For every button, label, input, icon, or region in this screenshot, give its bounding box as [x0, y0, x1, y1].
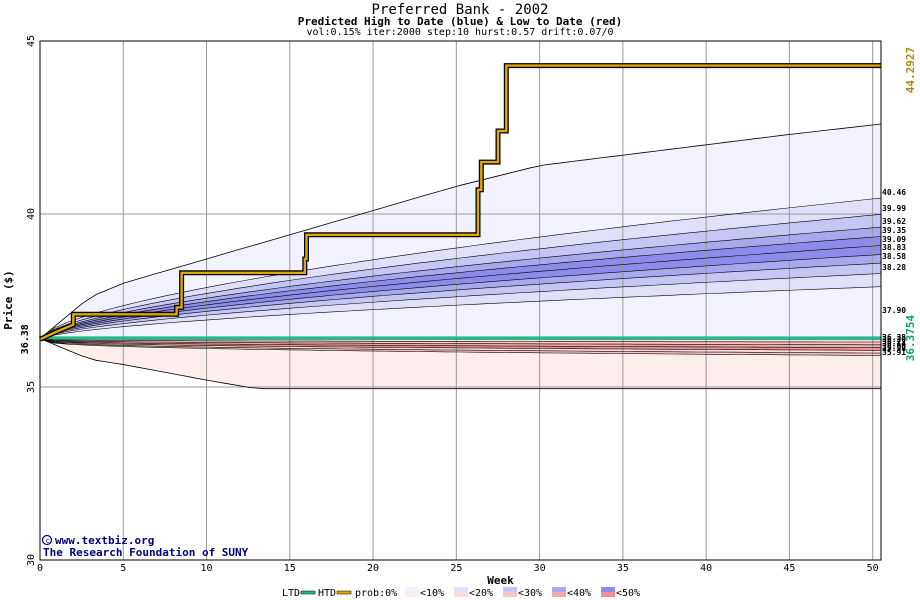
- legend-htd-label: HTD: [318, 588, 336, 599]
- legend-red-swatch: [503, 592, 517, 597]
- low-percentile-end-label: 36.38: [882, 333, 906, 342]
- blue-band-5: [40, 245, 881, 340]
- chart-subtitle: Predicted High to Date (blue) & Low to D…: [297, 15, 623, 28]
- blue-band-4: [40, 236, 881, 340]
- legend-blue-swatch: [601, 587, 615, 592]
- x-tick-label: 30: [534, 563, 546, 574]
- blue-band-3: [40, 227, 881, 340]
- y-tick-label: 45: [26, 35, 37, 47]
- high-percentile-end-label: 37.90: [882, 306, 906, 315]
- chart-params: vol:0.15% iter:2000 step:10 hurst:0.57 d…: [306, 27, 614, 38]
- red-band-3: [40, 339, 881, 348]
- red-band-4: [40, 339, 881, 351]
- legend-item-label: <10%: [420, 588, 444, 599]
- htd-line: [39, 64, 881, 341]
- legend-htd-swatch: [336, 590, 352, 595]
- legend-red-swatch: [552, 592, 566, 597]
- high-percentile-end-label: 40.46: [882, 188, 906, 197]
- low-percentile-end-label: 36.30: [882, 335, 906, 344]
- red-band-1: [40, 339, 881, 342]
- series-lines: [38, 63, 882, 390]
- legend-item-label: <50%: [616, 588, 640, 599]
- low-percentile-line-6: [39, 339, 882, 354]
- axes: 0 5 10 15 20 25 30 35 40 45 50 30 35 40 45 Week Price ($…: [2, 35, 882, 587]
- high-percentile-line-9: [39, 286, 882, 340]
- high-percentile-end-label: 39.62: [882, 217, 906, 226]
- low-percentile-line-7: [39, 339, 882, 356]
- x-tick-label: 40: [700, 563, 712, 574]
- x-tick-label: 20: [367, 563, 379, 574]
- high-percentile-end-label: 39.09: [882, 235, 906, 244]
- high-percentile-end-label: 38.28: [882, 263, 906, 272]
- y-tick-label: 30: [26, 554, 37, 566]
- legend-blue-swatch: [503, 587, 517, 592]
- plot-frame: [39, 40, 882, 561]
- x-tick-label: 0: [37, 563, 43, 574]
- watermark: c www.textbiz.org The Research Foundatio…: [41, 534, 249, 559]
- watermark-org: The Research Foundation of SUNY: [43, 546, 249, 559]
- copyright-icon: [41, 534, 53, 546]
- envelope-high-line: [39, 123, 882, 339]
- y-tick-label: 40: [26, 208, 37, 220]
- high-percentile-line-6: [39, 254, 882, 340]
- x-tick-label: 5: [120, 563, 126, 574]
- legend-item-label: <20%: [469, 588, 493, 599]
- legend-blue-swatch: [405, 587, 419, 592]
- x-tick-label: 25: [450, 563, 462, 574]
- low-percentile-end-label: 36.14: [882, 340, 906, 349]
- low-percentile-line-2: [39, 339, 881, 343]
- watermark-url: www.textbiz.org: [55, 534, 154, 547]
- x-tick-label: 35: [617, 563, 629, 574]
- legend-item-label: <30%: [518, 588, 542, 599]
- legend-red-swatch: [601, 592, 615, 597]
- red-band-2: [40, 339, 881, 345]
- red-band-5: [40, 339, 881, 354]
- low-percentile-end-label: 36.06: [882, 342, 906, 351]
- y-axis-label: Price ($): [2, 270, 15, 330]
- x-tick-label: 50: [867, 563, 879, 574]
- low-percentile-line-5: [39, 339, 881, 351]
- htd-end-label: 44.2927: [904, 47, 917, 93]
- low-percentile-end-label: 35.98: [882, 344, 906, 353]
- x-tick-label: 10: [201, 563, 213, 574]
- legend-blue-swatch: [454, 587, 468, 592]
- legend-red-swatch: [405, 592, 419, 597]
- blue-band-8: [40, 273, 881, 340]
- high-percentile-line-7: [39, 262, 882, 340]
- high-percentile-end-label: 38.83: [882, 243, 906, 252]
- blue-band-2: [40, 214, 881, 340]
- legend: LTD HTD prob:0% <10% <20% <30% <40% <50%: [282, 587, 640, 599]
- start-price-label: 36.38: [20, 324, 31, 354]
- low-percentile-line-4: [39, 339, 882, 348]
- legend-item-label: <40%: [567, 588, 591, 599]
- high-percentile-end-label: 39.99: [882, 204, 906, 213]
- x-tick-label: 45: [783, 563, 795, 574]
- blue-band-1: [40, 198, 881, 340]
- high-percentile-line-8: [39, 273, 882, 340]
- y-tick-label: 35: [26, 381, 37, 393]
- x-axis-label: Week: [487, 574, 514, 587]
- low-percentile-line-3: [39, 339, 881, 346]
- blue-band-7: [40, 263, 881, 340]
- high-percentile-end-label: 39.35: [882, 226, 906, 235]
- legend-red-swatch: [454, 592, 468, 597]
- low-percentile-end-label: 36.22: [882, 337, 906, 346]
- legend-blue-swatch: [552, 587, 566, 592]
- copyright-icon-glyph: c: [46, 537, 50, 545]
- ltd-end-label: 36.3754: [904, 314, 917, 361]
- chart-title: Preferred Bank - 2002: [371, 2, 549, 18]
- envelope-low-line: [39, 338, 881, 390]
- blue-band-6: [40, 254, 881, 340]
- high-percentile-end-label: 38.58: [882, 252, 906, 261]
- x-tick-label: 15: [284, 563, 296, 574]
- legend-prob-label: prob:0%: [355, 588, 397, 599]
- legend-ltd-swatch: [300, 590, 316, 595]
- legend-ltd-label: LTD: [282, 588, 300, 599]
- low-percentile-end-label: 35.91: [882, 348, 906, 357]
